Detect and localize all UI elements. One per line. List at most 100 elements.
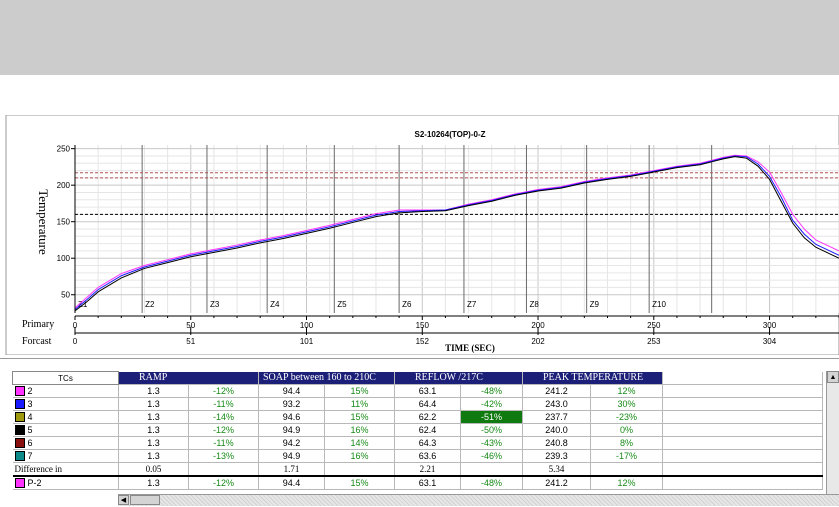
soak-value: 94.9 [258,423,325,437]
table-row[interactable]: 7 1.3 -13% 94.9 16% 63.6 -46% 239.3 -17% [12,449,823,463]
blank-cell [590,462,663,477]
y-tick-label: 150 [57,218,71,227]
scroll-thumb[interactable] [130,495,160,505]
tc-cell: 2 [12,384,119,398]
ramp-value: 1.3 [118,475,189,490]
zone-label: Z3 [210,300,220,309]
soak-value: 94.4 [258,475,325,490]
primary-tick-label: 50 [186,321,195,330]
blank-cell [662,436,823,450]
y-tick-label: 50 [61,291,70,300]
tc-label: 6 [27,437,33,448]
table-row[interactable]: 2 1.3 -12% 94.4 15% 63.1 -48% 241.2 12% [12,384,823,398]
primary-axis-label: Primary [22,319,54,330]
primary-tick-label: 250 [647,321,661,330]
temperature-curve [74,156,839,312]
blank-cell [662,384,823,398]
x-axis-label: TIME (SEC) [445,343,495,353]
forcast-tick-label: 51 [186,337,195,346]
reflow-value: 62.4 [394,423,461,437]
tc-color-swatch [14,399,25,410]
results-panel: TCs RAMP SOAP between 160 to 210C REFLOW… [0,358,839,507]
soak-percent: 11% [324,397,395,411]
peak-percent: 12% [590,475,663,490]
peak-percent: 30% [590,397,663,411]
ramp-value: 1.3 [118,410,189,424]
forcast-tick-label: 304 [763,337,777,346]
forcast-tick-label: 202 [531,337,545,346]
reflow-header: REFLOW /217C [394,371,523,385]
table-row[interactable]: 3 1.3 -11% 93.2 11% 64.4 -42% 243.0 30% [12,397,823,411]
ramp-percent: -11% [188,436,259,450]
table-row[interactable]: 6 1.3 -11% 94.2 14% 64.3 -43% 240.8 8% [12,436,823,450]
primary-tick-label: 100 [300,321,314,330]
primary-tick-label: 300 [763,321,777,330]
tc-label: 5 [27,424,33,435]
zone-label: Z2 [145,300,155,309]
horizontal-scrollbar[interactable]: ◀ [118,494,839,506]
ramp-percent: -11% [188,397,259,411]
ramp-percent: -12% [188,384,259,398]
blank-cell [324,462,395,477]
ramp-value: 1.3 [118,384,189,398]
soak-header: SOAP between 160 to 210C [258,371,395,385]
soak-value: 93.2 [258,397,325,411]
tc-color-swatch [14,438,25,449]
blank-cell [662,462,823,477]
reflow-value: 62.2 [394,410,461,424]
peak-value: 241.2 [522,384,591,398]
soak-percent: 15% [324,475,395,490]
peak-value: 237.7 [522,410,591,424]
reflow-value: 63.1 [394,384,461,398]
tc-color-swatch [14,478,25,489]
soak-percent: 16% [324,449,395,463]
profile-chart: Z1 Z2 Z3 Z4 Z5 Z6 Z7 Z8 Z9 Z10 50 100 150 200 250 0 50 1… [0,115,839,355]
tc-cell: 4 [12,410,119,424]
vertical-scrollbar[interactable]: ▲ [826,371,839,495]
reflow-percent: -48% [460,384,523,398]
blank-cell [662,397,823,411]
tc-cell: P-2 [12,475,119,490]
tc-label: 2 [27,385,33,396]
reflow-value: 63.1 [394,475,461,490]
soak-percent: 15% [324,410,395,424]
reflow-percent: -43% [460,436,523,450]
soak-percent: 16% [324,423,395,437]
ramp-difference: 0.05 [118,462,189,477]
ramp-percent: -14% [188,410,259,424]
ramp-header: RAMP [118,371,259,385]
top-gray-band [0,0,839,75]
forcast-tick-label: 101 [300,337,314,346]
ramp-percent: -13% [188,449,259,463]
chart-title: S2-10264(TOP)-0-Z [415,130,486,139]
zone-label: Z6 [402,300,412,309]
peak-percent: -23% [590,410,663,424]
blank-cell [662,449,823,463]
reflow-percent: -51% [460,410,523,424]
tc-label: 7 [27,450,33,461]
reflow-percent: -46% [460,449,523,463]
y-tick-label: 250 [57,145,71,154]
y-tick-label: 200 [57,181,71,190]
scroll-up-icon[interactable]: ▲ [827,371,839,383]
table-row[interactable]: P-2 1.3 -12% 94.4 15% 63.1 -48% 241.2 12% [12,475,823,490]
tc-color-swatch [14,386,25,397]
zone-label: Z10 [652,300,666,309]
process-window-table: TCs RAMP SOAP between 160 to 210C REFLOW… [12,371,823,490]
peak-value: 241.2 [522,475,591,490]
reflow-difference: 2.21 [394,462,461,477]
scroll-left-icon[interactable]: ◀ [118,495,129,505]
difference-label: Difference in [12,462,119,477]
blank-cell [662,475,823,490]
blank-cell [188,462,259,477]
peak-percent: -17% [590,449,663,463]
primary-tick-label: 200 [531,321,545,330]
peak-value: 243.0 [522,397,591,411]
table-row[interactable]: 4 1.3 -14% 94.6 15% 62.2 -51% 237.7 -23% [12,410,823,424]
tcs-header: TCs [12,371,119,385]
soak-value: 94.2 [258,436,325,450]
temperature-curve [74,155,839,310]
soak-value: 94.9 [258,449,325,463]
zone-label: Z5 [337,300,347,309]
table-row[interactable]: 5 1.3 -12% 94.9 16% 62.4 -50% 240.0 0% [12,423,823,437]
